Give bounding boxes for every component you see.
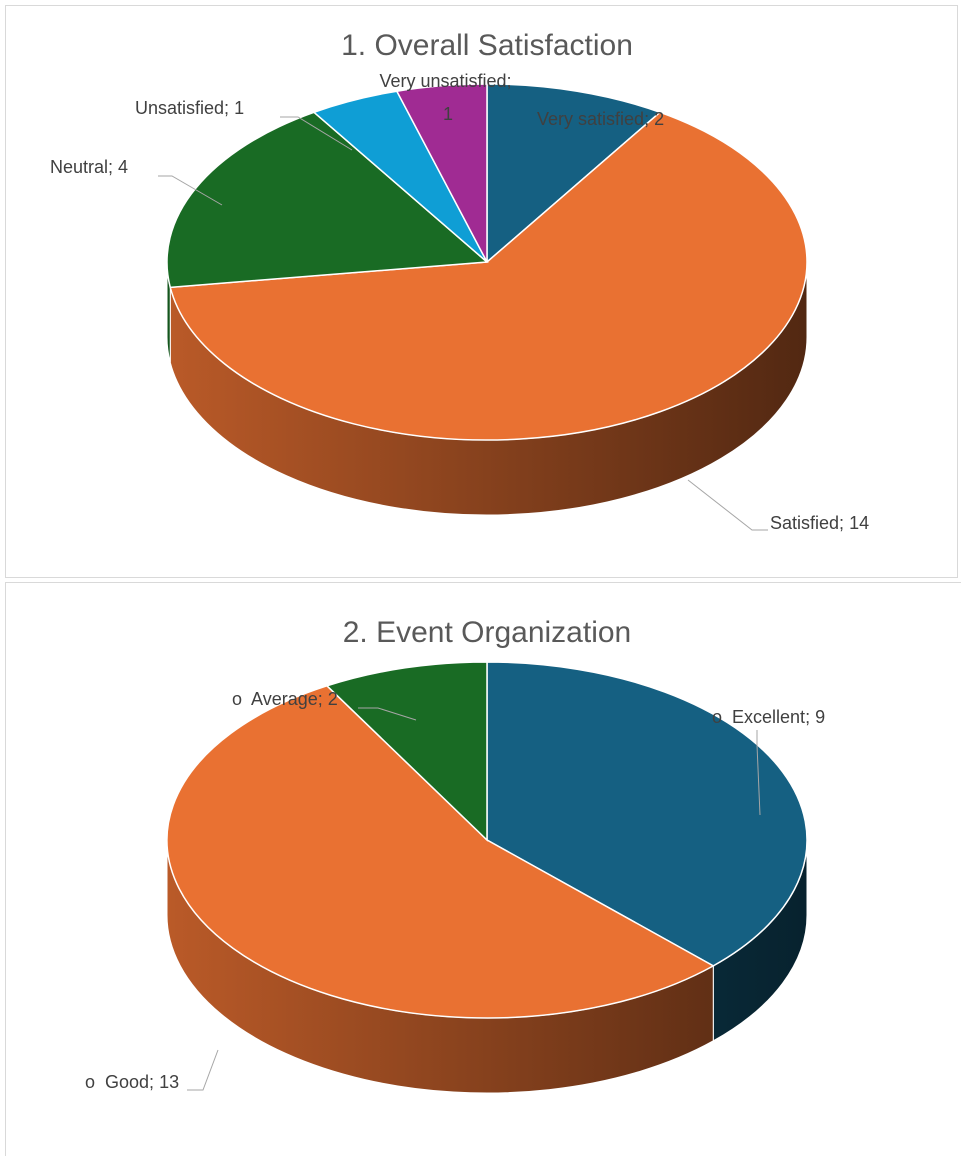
label-category: Very unsatisfied bbox=[379, 71, 506, 91]
data-label: Very unsatisfied; 1 bbox=[379, 71, 516, 124]
leader-line bbox=[187, 1049, 219, 1091]
label-separator: ; bbox=[108, 157, 118, 177]
leader-line bbox=[358, 707, 417, 721]
label-category: Neutral bbox=[50, 157, 108, 177]
data-label: Very satisfied; 2 bbox=[537, 109, 664, 129]
pie-slice bbox=[169, 111, 808, 441]
label-separator: ; bbox=[805, 707, 815, 727]
label-category: Satisfied bbox=[770, 513, 839, 533]
data-label: o Excellent; 9 bbox=[712, 707, 825, 727]
leader-line bbox=[280, 116, 353, 151]
label-separator: ; bbox=[224, 98, 234, 118]
label-category: Unsatisfied bbox=[135, 98, 224, 118]
chart-title: 2. Event Organization bbox=[343, 616, 632, 649]
label-separator: ; bbox=[318, 689, 328, 709]
pie-slice bbox=[486, 83, 662, 264]
label-value: 13 bbox=[159, 1072, 179, 1092]
label-separator: ; bbox=[644, 109, 654, 129]
leader-line bbox=[756, 730, 761, 816]
leader-line bbox=[687, 479, 768, 531]
label-category: o Excellent bbox=[712, 707, 805, 727]
pie-slice bbox=[325, 661, 488, 842]
label-value: 9 bbox=[815, 707, 825, 727]
label-category: o Average bbox=[232, 689, 318, 709]
data-label: Unsatisfied; 1 bbox=[135, 98, 244, 118]
label-value: 14 bbox=[849, 513, 869, 533]
data-label: Satisfied; 14 bbox=[770, 513, 869, 533]
label-separator: ; bbox=[149, 1072, 159, 1092]
chart-title: 1. Overall Satisfaction bbox=[341, 29, 633, 62]
label-value: 2 bbox=[328, 689, 338, 709]
pie-slice bbox=[395, 83, 488, 263]
pie-slice bbox=[166, 111, 489, 289]
label-category: o Good bbox=[85, 1072, 149, 1092]
data-label: o Good; 13 bbox=[85, 1072, 179, 1092]
data-label: o Average; 2 bbox=[232, 689, 338, 709]
pie-slice bbox=[486, 661, 808, 967]
label-value: 4 bbox=[118, 157, 128, 177]
leader-line bbox=[158, 175, 223, 206]
pie-slice bbox=[166, 684, 715, 1019]
label-category: Very satisfied bbox=[537, 109, 644, 129]
label-separator: ; bbox=[839, 513, 849, 533]
label-value: 1 bbox=[443, 104, 453, 124]
label-value: 2 bbox=[654, 109, 664, 129]
data-label: Neutral; 4 bbox=[50, 157, 128, 177]
label-separator: ; bbox=[507, 71, 517, 91]
label-value: 1 bbox=[234, 98, 244, 118]
